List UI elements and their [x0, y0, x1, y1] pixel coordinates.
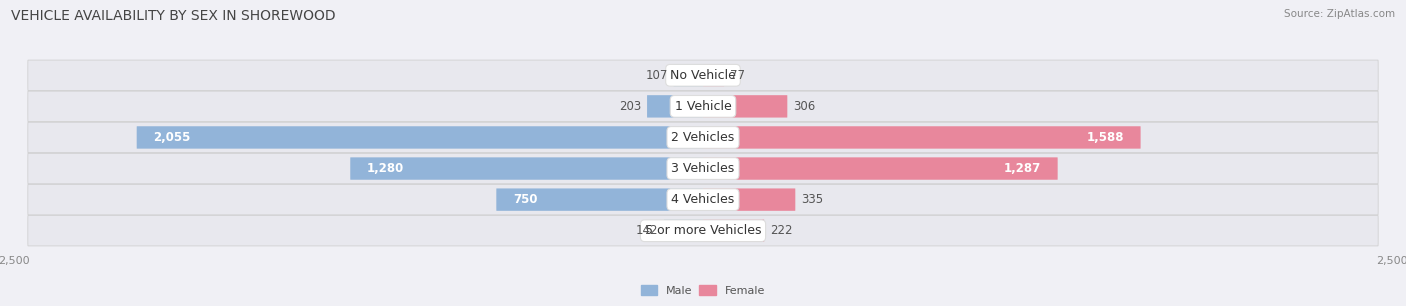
Text: 142: 142 — [636, 224, 658, 237]
Text: 1,588: 1,588 — [1087, 131, 1123, 144]
Text: 335: 335 — [801, 193, 823, 206]
Text: 306: 306 — [793, 100, 815, 113]
Text: VEHICLE AVAILABILITY BY SEX IN SHOREWOOD: VEHICLE AVAILABILITY BY SEX IN SHOREWOOD — [11, 9, 336, 23]
Text: 4 Vehicles: 4 Vehicles — [672, 193, 734, 206]
FancyBboxPatch shape — [28, 122, 1378, 153]
Text: 222: 222 — [769, 224, 792, 237]
FancyBboxPatch shape — [703, 188, 796, 211]
FancyBboxPatch shape — [664, 219, 703, 242]
Text: 2,055: 2,055 — [153, 131, 191, 144]
FancyBboxPatch shape — [703, 126, 1140, 149]
FancyBboxPatch shape — [28, 153, 1378, 184]
FancyBboxPatch shape — [28, 215, 1378, 246]
Text: 1,280: 1,280 — [367, 162, 404, 175]
FancyBboxPatch shape — [28, 60, 1378, 91]
FancyBboxPatch shape — [136, 126, 703, 149]
Legend: Male, Female: Male, Female — [637, 281, 769, 300]
Text: 203: 203 — [619, 100, 641, 113]
Text: 1,287: 1,287 — [1004, 162, 1040, 175]
Text: Source: ZipAtlas.com: Source: ZipAtlas.com — [1284, 9, 1395, 19]
Text: 2 Vehicles: 2 Vehicles — [672, 131, 734, 144]
Text: 107: 107 — [645, 69, 668, 82]
FancyBboxPatch shape — [28, 91, 1378, 121]
Text: 5 or more Vehicles: 5 or more Vehicles — [645, 224, 761, 237]
FancyBboxPatch shape — [703, 219, 765, 242]
Text: 77: 77 — [730, 69, 745, 82]
FancyBboxPatch shape — [703, 157, 1057, 180]
FancyBboxPatch shape — [647, 95, 703, 118]
FancyBboxPatch shape — [350, 157, 703, 180]
FancyBboxPatch shape — [496, 188, 703, 211]
FancyBboxPatch shape — [703, 95, 787, 118]
Text: 3 Vehicles: 3 Vehicles — [672, 162, 734, 175]
Text: No Vehicle: No Vehicle — [671, 69, 735, 82]
FancyBboxPatch shape — [703, 64, 724, 87]
Text: 1 Vehicle: 1 Vehicle — [675, 100, 731, 113]
FancyBboxPatch shape — [28, 185, 1378, 215]
FancyBboxPatch shape — [673, 64, 703, 87]
Text: 750: 750 — [513, 193, 537, 206]
